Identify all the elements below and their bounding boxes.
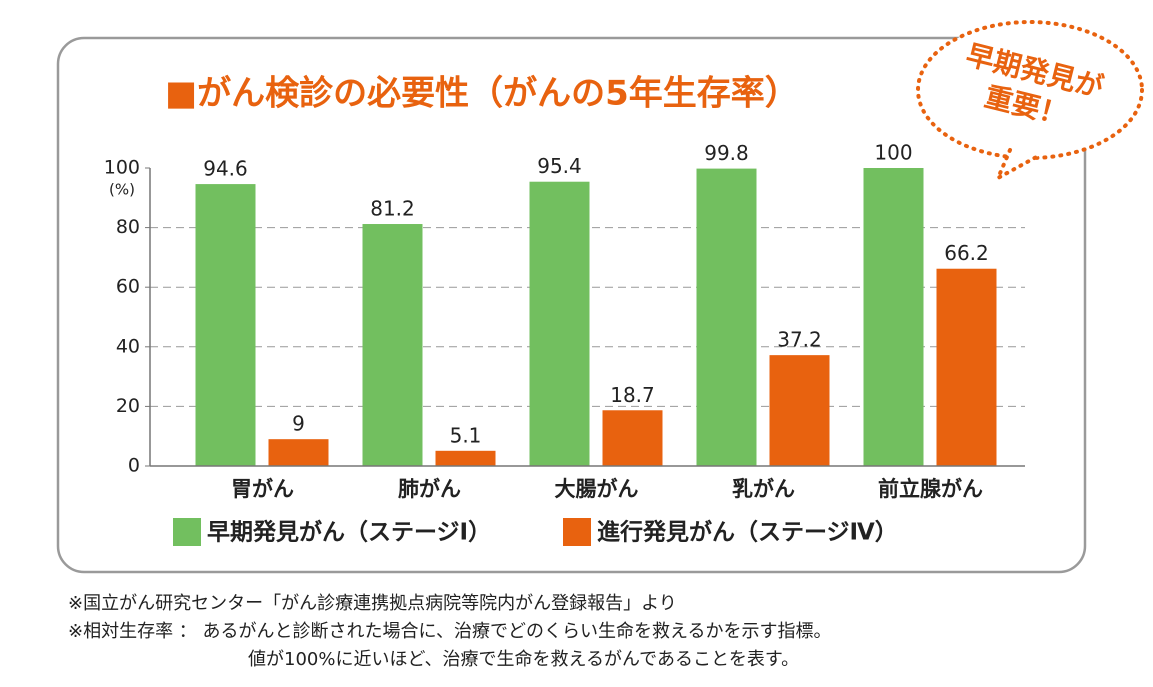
footnote: ※相対生存率 ： あるがんと診断された場合に、治療でどのくらい生命を救えるかを示… — [68, 621, 831, 642]
value-label: 18.7 — [610, 383, 655, 407]
value-label: 81.2 — [370, 197, 415, 221]
bar — [696, 168, 757, 466]
x-tick-label: 前立腺がん — [878, 477, 983, 501]
value-label: 100 — [874, 141, 912, 165]
bar — [863, 168, 924, 466]
legend-swatch — [563, 518, 591, 546]
x-tick-label: 乳がん — [732, 477, 795, 501]
bar — [529, 181, 590, 466]
value-label: 5.1 — [450, 423, 482, 447]
value-label: 95.4 — [537, 154, 582, 178]
x-tick-label: 大腸がん — [555, 477, 639, 501]
value-label: 37.2 — [777, 328, 822, 352]
x-tick-label: 胃がん — [231, 477, 294, 501]
bar — [602, 410, 663, 466]
y-tick-label: 80 — [116, 216, 140, 238]
bar — [268, 439, 329, 466]
footnote: 値が100%に近いほど、治療で生命を救えるがんであることを表す。 — [248, 649, 799, 670]
value-label: 94.6 — [203, 157, 248, 181]
y-tick-label: 100 — [104, 157, 140, 179]
legend-label: 進行発見がん（ステージⅣ） — [597, 519, 898, 546]
bar — [362, 224, 423, 466]
value-label: 66.2 — [944, 241, 989, 265]
bar — [769, 355, 830, 466]
bar — [936, 268, 997, 466]
legend-label: 早期発見がん（ステージⅠ） — [207, 519, 491, 546]
bar — [195, 184, 256, 467]
y-tick-label: 60 — [116, 276, 140, 298]
bar — [435, 450, 496, 466]
bubble: 早期発見が 重要！ — [916, 20, 1144, 183]
value-label: 9 — [292, 412, 305, 436]
y-tick-label: 0 — [128, 455, 140, 477]
legend-swatch — [173, 518, 201, 546]
value-label: 99.8 — [704, 141, 749, 165]
y-tick-label: 20 — [116, 395, 140, 417]
footnote: ※国立がん研究センター「がん診療連携拠点病院等院内がん登録報告」より — [68, 593, 677, 614]
chart-title: ■がん検診の必要性（がんの5年生存率） — [165, 74, 799, 114]
y-tick-label: 40 — [116, 335, 140, 357]
x-tick-label: 肺がん — [398, 477, 461, 501]
y-unit: (%) — [109, 181, 135, 199]
